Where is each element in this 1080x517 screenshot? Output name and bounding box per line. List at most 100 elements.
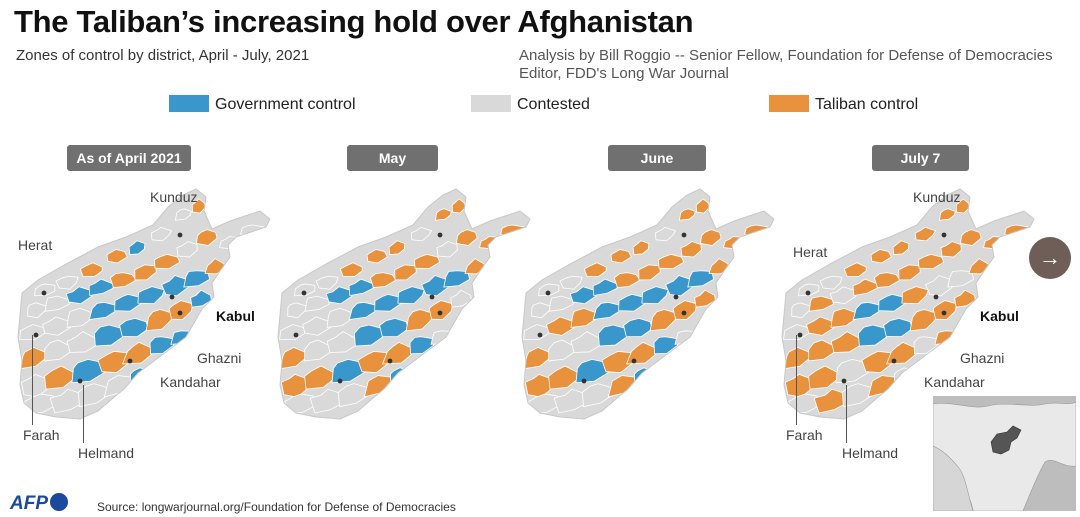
district xyxy=(638,264,661,281)
country-border xyxy=(277,188,531,420)
leader-farah xyxy=(796,335,797,425)
district xyxy=(450,289,472,308)
district xyxy=(632,240,650,255)
district xyxy=(304,295,330,312)
district xyxy=(700,229,722,246)
district xyxy=(625,341,657,365)
city-marker xyxy=(41,290,47,296)
district xyxy=(27,302,47,319)
district xyxy=(570,331,602,353)
district xyxy=(553,388,590,414)
district xyxy=(137,286,165,305)
legend-swatch-taliban xyxy=(769,95,809,112)
district xyxy=(548,365,580,390)
district xyxy=(649,309,679,332)
district xyxy=(315,275,339,290)
district xyxy=(784,373,816,398)
district xyxy=(694,289,716,308)
city-marker xyxy=(429,294,435,300)
district xyxy=(829,286,857,305)
city-marker xyxy=(841,378,847,384)
district xyxy=(548,339,575,362)
district xyxy=(196,229,218,246)
district xyxy=(42,316,71,336)
district xyxy=(654,226,677,242)
district xyxy=(940,241,962,258)
district xyxy=(531,302,551,319)
page-title: The Taliban’s increasing hold over Afgha… xyxy=(14,4,694,39)
district xyxy=(806,316,835,336)
district xyxy=(279,324,307,341)
city-marker xyxy=(301,290,307,296)
district xyxy=(174,208,192,221)
map-july xyxy=(772,185,1037,425)
country-border xyxy=(17,188,271,420)
district xyxy=(852,301,881,321)
district xyxy=(77,383,111,408)
district xyxy=(397,286,425,305)
district xyxy=(623,317,654,338)
district xyxy=(434,208,452,221)
district xyxy=(304,365,336,390)
district xyxy=(597,324,630,347)
legend-government: Government control xyxy=(169,95,356,114)
district xyxy=(410,226,433,242)
city-label-kunduz: Kunduz xyxy=(150,189,198,205)
district xyxy=(813,388,850,414)
district xyxy=(523,324,551,341)
district xyxy=(808,339,835,362)
district xyxy=(190,289,212,308)
district xyxy=(657,253,685,270)
district xyxy=(835,358,870,384)
district xyxy=(79,262,103,277)
district xyxy=(575,358,610,384)
district xyxy=(374,293,403,312)
district xyxy=(66,331,98,353)
district xyxy=(523,347,552,370)
district xyxy=(128,240,146,255)
district xyxy=(618,293,647,312)
district xyxy=(892,240,910,255)
legend-label-taliban: Taliban control xyxy=(815,96,919,113)
leader-farah xyxy=(32,335,33,425)
district xyxy=(20,373,52,398)
district xyxy=(819,275,843,290)
district xyxy=(394,264,417,281)
district xyxy=(44,295,70,312)
district xyxy=(331,358,366,384)
city-marker xyxy=(127,358,133,364)
district xyxy=(538,283,560,297)
district xyxy=(592,278,618,296)
city-marker xyxy=(933,294,939,300)
district xyxy=(114,293,143,312)
leader-helmand xyxy=(846,385,847,443)
district xyxy=(955,198,971,214)
district xyxy=(641,286,669,305)
city-marker xyxy=(891,358,897,364)
city-marker xyxy=(631,358,637,364)
district xyxy=(88,278,114,296)
period-label-june: June xyxy=(608,145,706,171)
legend-contested: Contested xyxy=(471,95,590,114)
district xyxy=(280,373,312,398)
locator-inset-map xyxy=(933,396,1076,511)
district xyxy=(309,388,346,414)
district xyxy=(960,229,982,246)
city-marker xyxy=(537,332,543,338)
subtitle: Zones of control by district, April - Ju… xyxy=(16,47,310,64)
district xyxy=(808,295,834,312)
district xyxy=(34,283,56,297)
district xyxy=(191,198,207,214)
district xyxy=(88,301,117,321)
district xyxy=(109,272,137,288)
district xyxy=(348,301,377,321)
district xyxy=(326,307,356,328)
city-marker xyxy=(941,232,947,238)
district xyxy=(808,365,840,390)
district xyxy=(885,341,917,365)
district xyxy=(106,249,128,264)
city-label-helmand: Helmand xyxy=(78,445,135,461)
district xyxy=(294,283,316,297)
next-button[interactable]: → xyxy=(1029,237,1071,279)
city-marker xyxy=(169,294,175,300)
